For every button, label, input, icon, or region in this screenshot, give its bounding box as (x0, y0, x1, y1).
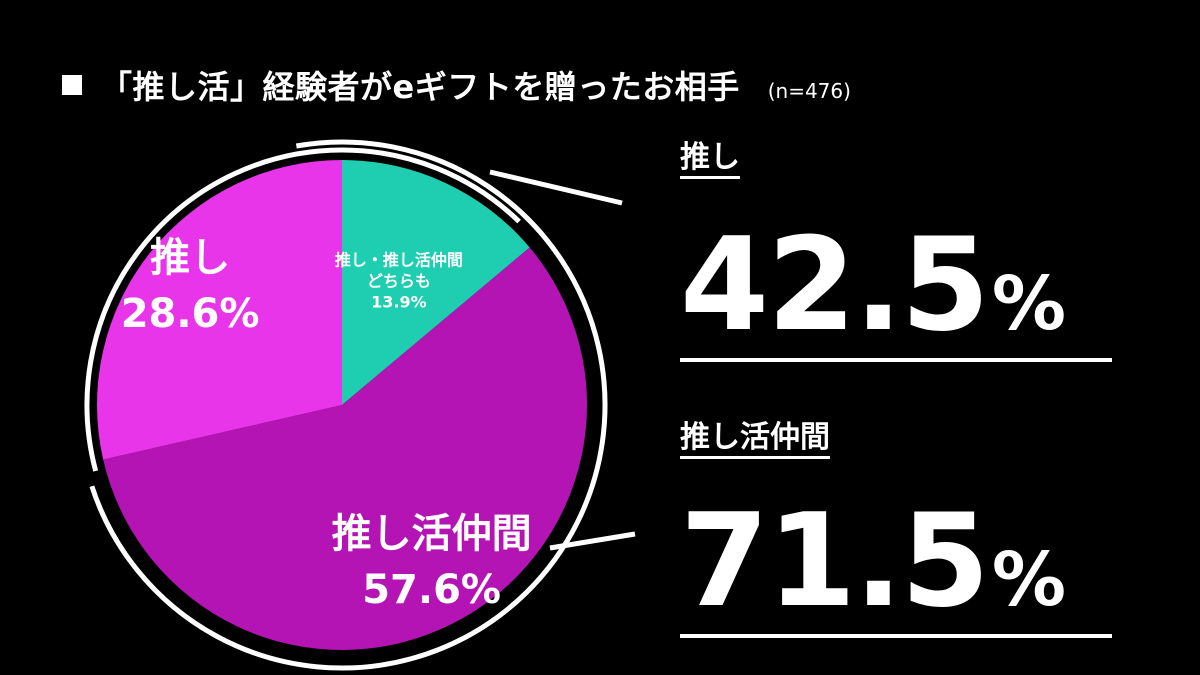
stat-unit: % (991, 261, 1066, 347)
stat-label-oshi: 推し (680, 142, 740, 179)
slice-oshi (96, 160, 342, 460)
slice-label: 推し・推し活仲間どちらも 13.9% (335, 250, 463, 311)
title-text: 「推し活」経験者がeギフトを贈ったお相手 (100, 68, 740, 106)
slice-value: 57.6% (362, 567, 501, 613)
stat-value-oshi: 42.5% (680, 222, 1112, 362)
bracket-arc-oshi (84, 147, 343, 472)
slice-name: 推し活仲間 (332, 511, 532, 557)
slice-both (342, 160, 530, 405)
stat-value-oshikatsu-nakama: 71.5% (680, 498, 1112, 638)
stat-label-oshikatsu-nakama: 推し活仲間 (680, 422, 830, 459)
callout-line-oshi (489, 169, 623, 206)
callout-line-oshikatsu-nakama (549, 531, 636, 551)
stat-number: 42.5 (680, 211, 990, 360)
chart-title: 「推し活」経験者がeギフトを贈ったお相手 (n=476) (62, 62, 851, 108)
slice-oshikatsu-nakama (103, 247, 587, 650)
stat-unit: % (991, 537, 1066, 623)
stat-number: 71.5 (680, 487, 990, 636)
bracket-arc-oshi (341, 147, 521, 224)
slice-value: 13.9% (371, 292, 427, 311)
slice-label: 推し 28.6% (121, 235, 260, 337)
slice-label: 推し活仲間 57.6% (332, 511, 532, 613)
slice-name: 推し・推し活仲間 (335, 250, 463, 269)
sample-size: (n=476) (767, 79, 851, 103)
slice-name: 推し (150, 235, 230, 281)
slice-value: 28.6% (121, 291, 260, 337)
slice-name: どちらも (367, 271, 431, 290)
square-bullet-icon (62, 75, 82, 95)
bracket-arc-oshikatsu-nakama (89, 139, 608, 671)
